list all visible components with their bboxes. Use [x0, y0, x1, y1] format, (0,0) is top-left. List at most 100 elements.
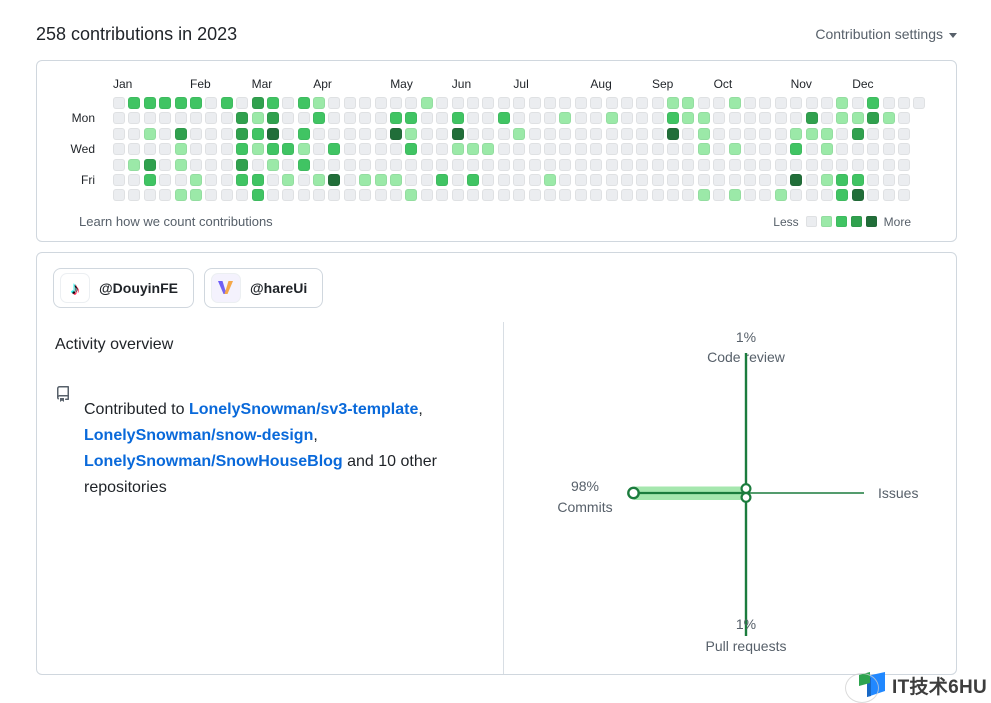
- contribution-cell[interactable]: [236, 189, 249, 202]
- contribution-cell[interactable]: [405, 143, 418, 156]
- contribution-cell[interactable]: [744, 127, 757, 140]
- contribution-cell[interactable]: [590, 173, 603, 186]
- contribution-cell[interactable]: [528, 112, 541, 125]
- contribution-cell[interactable]: [774, 127, 787, 140]
- contribution-cell[interactable]: [851, 112, 864, 125]
- contribution-cell[interactable]: [482, 112, 495, 125]
- contribution-cell[interactable]: [682, 143, 695, 156]
- contribution-cell[interactable]: [159, 173, 172, 186]
- contribution-cell[interactable]: [574, 112, 587, 125]
- contribution-cell[interactable]: [297, 158, 310, 171]
- contribution-cell[interactable]: [682, 158, 695, 171]
- contribution-cell[interactable]: [636, 112, 649, 125]
- contribution-cell[interactable]: [805, 143, 818, 156]
- contribution-cell[interactable]: [328, 158, 341, 171]
- contribution-cell[interactable]: [759, 158, 772, 171]
- contribution-cell[interactable]: [359, 97, 372, 109]
- contribution-cell[interactable]: [359, 158, 372, 171]
- contribution-cell[interactable]: [328, 97, 341, 109]
- contribution-cell[interactable]: [189, 97, 202, 109]
- contribution-cell[interactable]: [451, 143, 464, 156]
- contribution-cell[interactable]: [744, 173, 757, 186]
- contribution-cell[interactable]: [867, 189, 880, 202]
- contribution-cell[interactable]: [897, 143, 910, 156]
- contribution-cell[interactable]: [605, 173, 618, 186]
- contribution-cell[interactable]: [559, 127, 572, 140]
- contribution-cell[interactable]: [867, 158, 880, 171]
- contribution-cell[interactable]: [420, 112, 433, 125]
- contribution-cell[interactable]: [297, 189, 310, 202]
- contribution-cell[interactable]: [897, 189, 910, 202]
- contribution-cell[interactable]: [651, 143, 664, 156]
- contribution-cell[interactable]: [882, 112, 895, 125]
- contribution-cell[interactable]: [790, 127, 803, 140]
- contribution-cell[interactable]: [313, 97, 326, 109]
- contribution-cell[interactable]: [390, 173, 403, 186]
- contribution-cell[interactable]: [605, 97, 618, 109]
- contribution-cell[interactable]: [636, 158, 649, 171]
- contribution-cell[interactable]: [913, 97, 926, 109]
- contribution-cell[interactable]: [174, 189, 187, 202]
- repo-link[interactable]: LonelySnowman/snow-design: [84, 427, 314, 445]
- contribution-cell[interactable]: [882, 189, 895, 202]
- contribution-cell[interactable]: [697, 127, 710, 140]
- contribution-cell[interactable]: [682, 173, 695, 186]
- contribution-cell[interactable]: [774, 158, 787, 171]
- douyinfe-badge[interactable]: ♪ @DouyinFE: [53, 268, 194, 309]
- contribution-cell[interactable]: [559, 97, 572, 109]
- contribution-cell[interactable]: [143, 158, 156, 171]
- contribution-cell[interactable]: [390, 189, 403, 202]
- contribution-cell[interactable]: [189, 189, 202, 202]
- contribution-cell[interactable]: [159, 189, 172, 202]
- contribution-cell[interactable]: [790, 143, 803, 156]
- contribution-cell[interactable]: [405, 189, 418, 202]
- contribution-cell[interactable]: [328, 112, 341, 125]
- contribution-cell[interactable]: [205, 97, 218, 109]
- contribution-cell[interactable]: [543, 189, 556, 202]
- contribution-cell[interactable]: [728, 143, 741, 156]
- contribution-cell[interactable]: [420, 158, 433, 171]
- contribution-cell[interactable]: [359, 143, 372, 156]
- contribution-cell[interactable]: [836, 127, 849, 140]
- contribution-cell[interactable]: [759, 143, 772, 156]
- contribution-cell[interactable]: [744, 97, 757, 109]
- contribution-cell[interactable]: [682, 127, 695, 140]
- contribution-cell[interactable]: [805, 127, 818, 140]
- contribution-cell[interactable]: [143, 143, 156, 156]
- contribution-cell[interactable]: [128, 189, 141, 202]
- learn-how-link[interactable]: Learn how we count contributions: [79, 214, 273, 230]
- repo-link[interactable]: LonelySnowman/SnowHouseBlog: [84, 453, 343, 471]
- contribution-cell[interactable]: [143, 127, 156, 140]
- contribution-cell[interactable]: [343, 127, 356, 140]
- contribution-cell[interactable]: [128, 173, 141, 186]
- contribution-cell[interactable]: [513, 173, 526, 186]
- contribution-cell[interactable]: [805, 97, 818, 109]
- contribution-cell[interactable]: [774, 189, 787, 202]
- contribution-cell[interactable]: [897, 158, 910, 171]
- contribution-cell[interactable]: [405, 127, 418, 140]
- contribution-cell[interactable]: [436, 189, 449, 202]
- contribution-cell[interactable]: [189, 127, 202, 140]
- contribution-cell[interactable]: [728, 97, 741, 109]
- contribution-cell[interactable]: [774, 97, 787, 109]
- contribution-cell[interactable]: [574, 127, 587, 140]
- contribution-cell[interactable]: [867, 127, 880, 140]
- contribution-cell[interactable]: [759, 112, 772, 125]
- contribution-cell[interactable]: [513, 127, 526, 140]
- contribution-cell[interactable]: [667, 143, 680, 156]
- contribution-cell[interactable]: [282, 112, 295, 125]
- contribution-cell[interactable]: [374, 158, 387, 171]
- contribution-cell[interactable]: [420, 127, 433, 140]
- contribution-cell[interactable]: [713, 112, 726, 125]
- contribution-cell[interactable]: [590, 127, 603, 140]
- contribution-cell[interactable]: [113, 189, 125, 202]
- contribution-cell[interactable]: [220, 112, 233, 125]
- contribution-cell[interactable]: [266, 158, 279, 171]
- contribution-cell[interactable]: [728, 189, 741, 202]
- contribution-cell[interactable]: [543, 127, 556, 140]
- contribution-cell[interactable]: [497, 189, 510, 202]
- contribution-cell[interactable]: [497, 112, 510, 125]
- contribution-cell[interactable]: [482, 158, 495, 171]
- contribution-cell[interactable]: [882, 173, 895, 186]
- contribution-cell[interactable]: [713, 127, 726, 140]
